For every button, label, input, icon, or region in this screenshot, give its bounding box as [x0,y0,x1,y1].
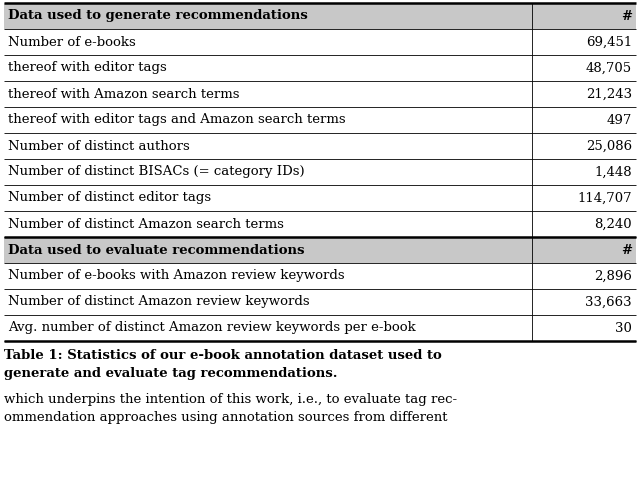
Text: 25,086: 25,086 [586,140,632,152]
Text: Data used to generate recommendations: Data used to generate recommendations [8,9,308,23]
Text: which underpins the intention of this work, i.e., to evaluate tag rec-: which underpins the intention of this wo… [4,393,457,406]
Text: 1,448: 1,448 [595,166,632,178]
Text: Number of distinct editor tags: Number of distinct editor tags [8,191,211,205]
Text: Number of e-books: Number of e-books [8,35,136,48]
Text: 8,240: 8,240 [595,217,632,231]
Bar [4,3,636,29]
Text: thereof with editor tags: thereof with editor tags [8,62,167,74]
Text: Avg. number of distinct Amazon review keywords per e-book: Avg. number of distinct Amazon review ke… [8,321,416,334]
Text: 30: 30 [615,321,632,334]
Text: Number of distinct authors: Number of distinct authors [8,140,189,152]
Bar [4,237,636,263]
Text: 114,707: 114,707 [577,191,632,205]
Text: 69,451: 69,451 [586,35,632,48]
Text: ommendation approaches using annotation sources from different: ommendation approaches using annotation … [4,411,447,424]
Text: 497: 497 [607,113,632,127]
Text: 2,896: 2,896 [594,270,632,282]
Text: Number of e-books with Amazon review keywords: Number of e-books with Amazon review key… [8,270,344,282]
Text: generate and evaluate tag recommendations.: generate and evaluate tag recommendation… [4,367,337,380]
Text: thereof with Amazon search terms: thereof with Amazon search terms [8,87,239,101]
Text: 21,243: 21,243 [586,87,632,101]
Text: Number of distinct Amazon review keywords: Number of distinct Amazon review keyword… [8,295,310,309]
Text: #: # [621,244,632,256]
Text: 48,705: 48,705 [586,62,632,74]
Text: Number of distinct Amazon search terms: Number of distinct Amazon search terms [8,217,284,231]
Text: Data used to evaluate recommendations: Data used to evaluate recommendations [8,244,305,256]
Text: Table 1: Statistics of our e-book annotation dataset used to: Table 1: Statistics of our e-book annota… [4,349,442,362]
Text: 33,663: 33,663 [586,295,632,309]
Text: #: # [621,9,632,23]
Text: Number of distinct BISACs (= category IDs): Number of distinct BISACs (= category ID… [8,166,305,178]
Text: thereof with editor tags and Amazon search terms: thereof with editor tags and Amazon sear… [8,113,346,127]
